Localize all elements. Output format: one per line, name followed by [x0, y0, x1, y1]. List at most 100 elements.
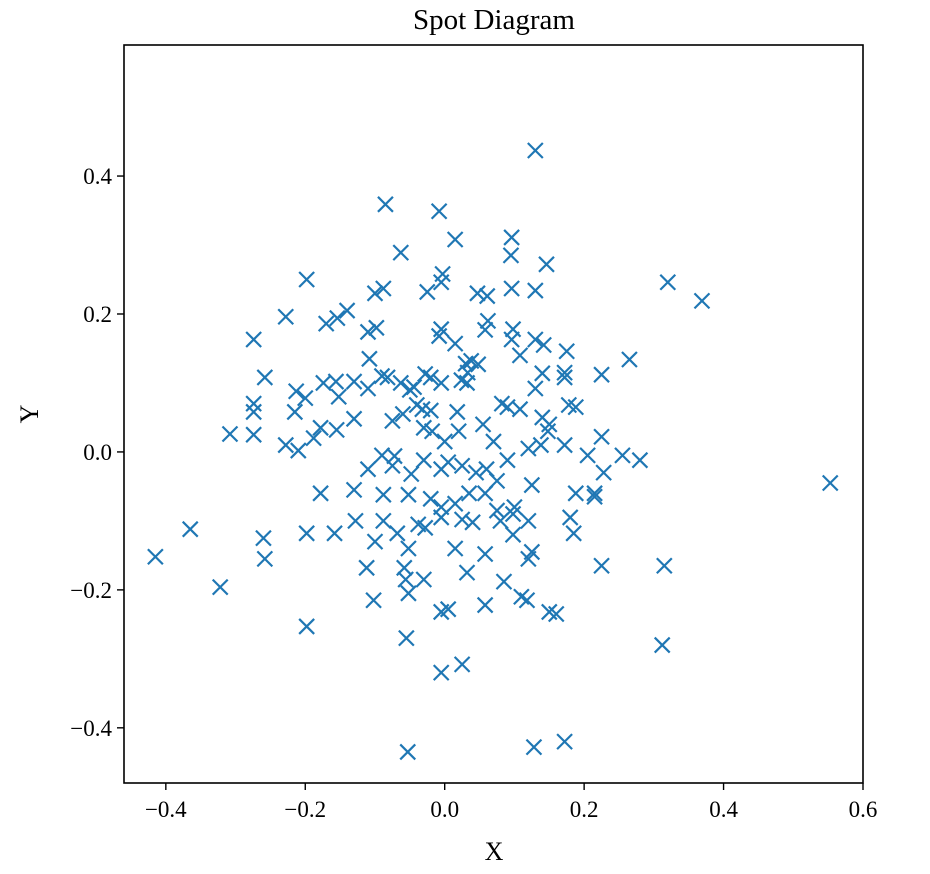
- scatter-point: [317, 315, 335, 332]
- scatter-point: [520, 550, 537, 568]
- scatter-point: [567, 398, 585, 416]
- scatter-point: [359, 460, 377, 478]
- scatter-point: [527, 380, 544, 397]
- scatter-point: [415, 451, 433, 469]
- scatter-point: [479, 312, 497, 330]
- scatter-point: [504, 505, 522, 523]
- scatter-point: [540, 416, 558, 433]
- scatter-point: [595, 464, 612, 481]
- scatter-point: [286, 403, 304, 421]
- y-tick-label: −0.2: [70, 578, 112, 603]
- scatter-point: [503, 229, 520, 246]
- scatter-point: [432, 509, 450, 526]
- scatter-point: [518, 591, 536, 609]
- scatter-point: [523, 476, 541, 494]
- x-tick-label: −0.4: [145, 797, 187, 822]
- x-tick-label: 0.0: [430, 797, 459, 822]
- scatter-point: [621, 351, 638, 368]
- scatter-point: [392, 374, 410, 392]
- scatter-point: [432, 273, 450, 291]
- scatter-point: [558, 342, 575, 360]
- scatter-point: [347, 512, 364, 530]
- scatter-point: [436, 433, 453, 450]
- scatter-point: [467, 464, 485, 481]
- scatter-point: [453, 656, 471, 673]
- scatter-point: [361, 350, 378, 368]
- scatter-point: [476, 545, 494, 563]
- scatter-point: [287, 382, 305, 400]
- scatter-point: [255, 529, 272, 547]
- scatter-point: [368, 319, 385, 337]
- scatter-point: [359, 380, 377, 397]
- scatter-point: [277, 308, 295, 326]
- scatter-point: [446, 231, 464, 248]
- scatter-point: [358, 559, 375, 577]
- scatter-point: [504, 526, 522, 543]
- scatter-point: [453, 511, 471, 528]
- scatter-point: [450, 422, 467, 440]
- scatter-point: [565, 525, 582, 542]
- scatter-point: [298, 525, 315, 542]
- scatter-point: [460, 485, 478, 502]
- scatter-point: [476, 321, 494, 339]
- scatter-point: [418, 283, 436, 301]
- scatter-point: [539, 422, 557, 440]
- y-tick-label: 0.2: [83, 302, 112, 327]
- scatter-point: [422, 490, 440, 508]
- scatter-point: [397, 571, 414, 588]
- scatter-point: [400, 540, 417, 557]
- scatter-point: [256, 369, 274, 386]
- scatter-point: [298, 271, 315, 288]
- scatter-point: [506, 498, 523, 516]
- scatter-point: [593, 366, 610, 383]
- scatter-point: [499, 451, 516, 469]
- scatter-points: [147, 142, 839, 761]
- scatter-point: [446, 335, 464, 352]
- scatter-point: [556, 436, 573, 454]
- scatter-point: [593, 557, 610, 575]
- scatter-point: [631, 451, 649, 469]
- scatter-point: [525, 738, 543, 756]
- scatter-point: [586, 488, 603, 506]
- scatter-point: [384, 412, 401, 430]
- scatter-point: [653, 636, 671, 654]
- plot-frame: [123, 44, 864, 784]
- scatter-point: [556, 733, 573, 750]
- scatter-point: [359, 323, 377, 341]
- scatter-point: [503, 280, 520, 297]
- y-axis-label: Y: [15, 404, 44, 423]
- scatter-point: [458, 564, 476, 581]
- scatter-point: [556, 369, 573, 386]
- scatter-point: [312, 419, 329, 437]
- scatter-point: [511, 347, 529, 364]
- scatter-point: [400, 585, 417, 602]
- x-tick-label: 0.6: [849, 797, 878, 822]
- scatter-point: [384, 457, 401, 475]
- scatter-point: [556, 364, 573, 381]
- scatter-point: [422, 402, 440, 419]
- scatter-point: [534, 365, 551, 382]
- scatter-point: [365, 591, 382, 609]
- scatter-point: [211, 578, 229, 596]
- x-axis-ticks: −0.4 −0.2 0.0 0.2 0.4 0.6: [145, 783, 877, 822]
- scatter-point: [181, 520, 199, 538]
- scatter-point: [375, 512, 392, 530]
- scatter-point: [821, 474, 839, 492]
- scatter-point: [375, 486, 392, 503]
- scatter-point: [495, 573, 513, 590]
- scatter-point: [394, 405, 412, 423]
- scatter-point: [366, 285, 384, 302]
- scatter-point: [656, 557, 673, 575]
- scatter-point: [338, 302, 356, 319]
- scatter-point: [416, 519, 434, 537]
- scatter-point: [439, 600, 457, 618]
- scatter-point: [327, 373, 345, 390]
- scatter-point: [561, 509, 579, 526]
- scatter-point: [453, 457, 471, 475]
- scatter-point: [415, 419, 433, 437]
- scatter-point: [488, 502, 506, 519]
- scatter-point: [469, 285, 486, 302]
- y-tick-label: 0.0: [83, 440, 112, 465]
- scatter-point: [147, 548, 164, 566]
- scatter-point: [693, 292, 711, 310]
